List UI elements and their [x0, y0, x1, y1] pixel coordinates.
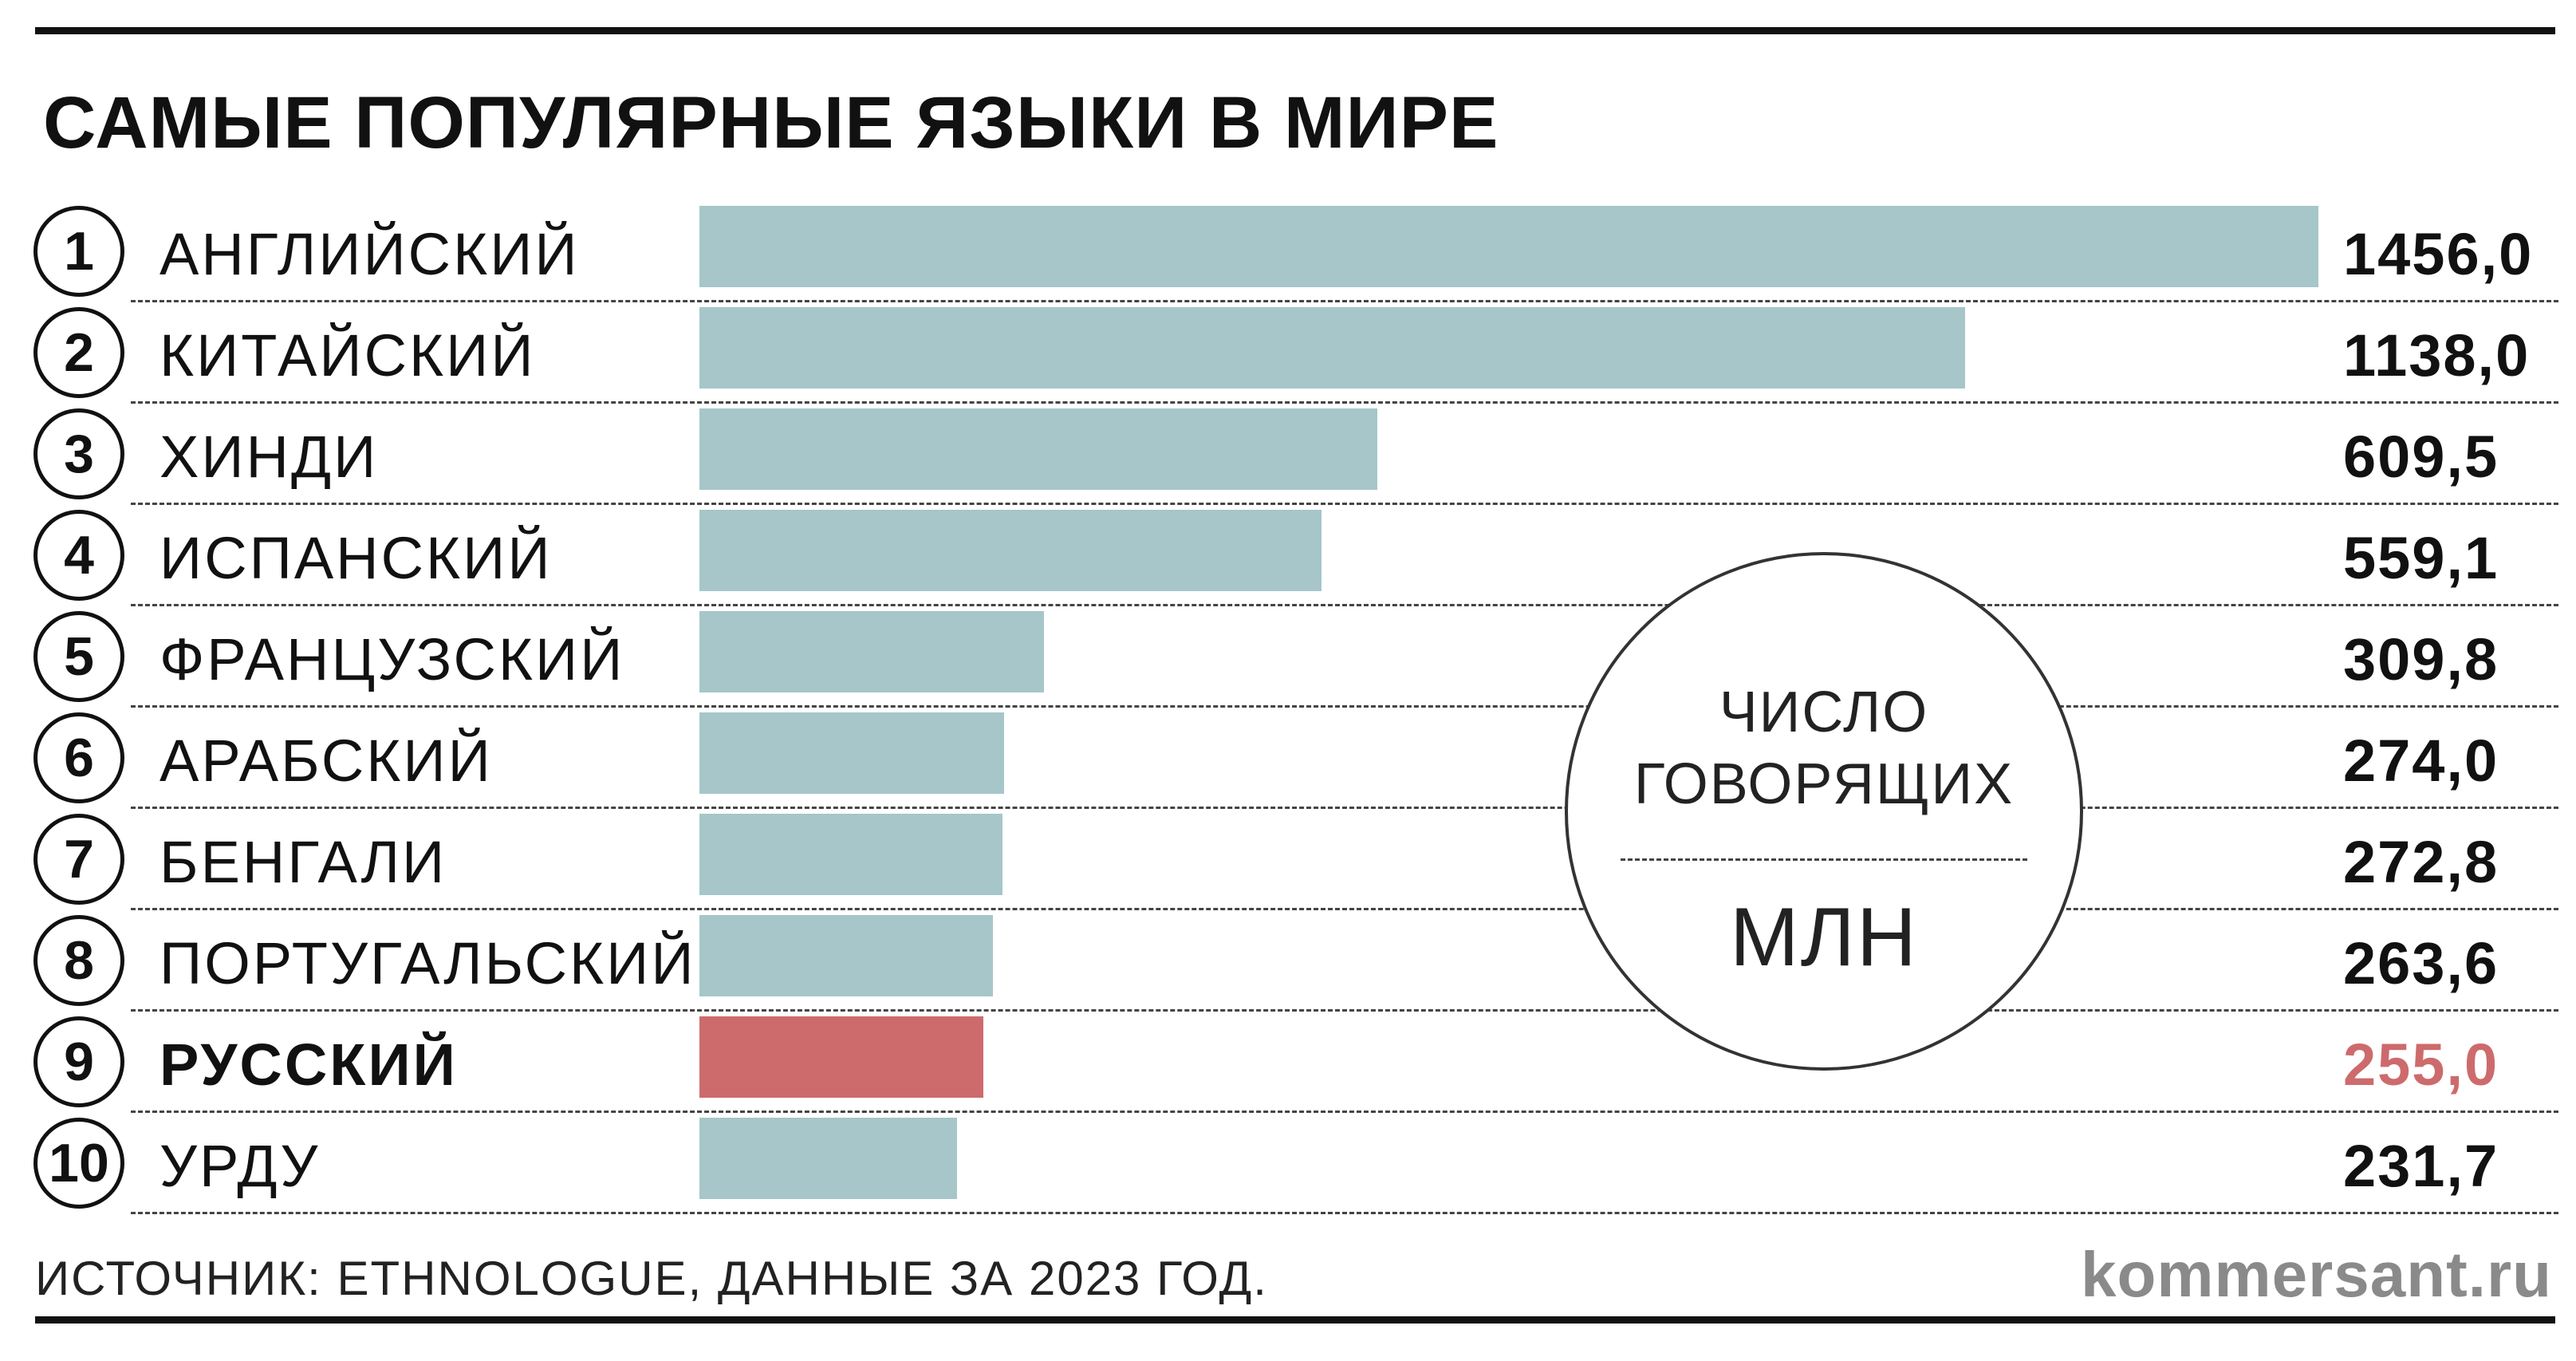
bar — [699, 915, 993, 996]
bar-row: 3 ХИНДИ 609,5 — [0, 407, 2576, 507]
unit-badge: ЧИСЛО ГОВОРЯЩИХ МЛН — [1565, 552, 2083, 1071]
category-label: КИТАЙСКИЙ — [160, 322, 536, 389]
bar — [699, 307, 1965, 389]
chart-title: САМЫЕ ПОПУЛЯРНЫЕ ЯЗЫКИ В МИРЕ — [43, 82, 1499, 164]
rank-badge: 6 — [33, 712, 124, 803]
bar — [699, 1016, 983, 1098]
bar — [699, 510, 1321, 591]
row-separator — [131, 1009, 2558, 1012]
value-label: 231,7 — [2343, 1133, 2499, 1199]
bar-row: 9 РУССКИЙ 255,0 — [0, 1015, 2576, 1115]
value-label: 274,0 — [2343, 728, 2499, 794]
row-separator — [131, 503, 2558, 505]
row-separator — [131, 807, 2558, 809]
value-label: 263,6 — [2343, 930, 2499, 996]
rank-badge: 10 — [33, 1118, 124, 1209]
category-label: АРАБСКИЙ — [160, 728, 493, 794]
rank-badge: 1 — [33, 206, 124, 297]
category-label: ИСПАНСКИЙ — [160, 525, 553, 591]
site-credit: kommersant.ru — [2081, 1239, 2552, 1310]
badge-unit: МЛН — [1730, 891, 1918, 984]
bar-row: 2 КИТАЙСКИЙ 1138,0 — [0, 306, 2576, 406]
bar-row: 8 ПОРТУГАЛЬСКИЙ 263,6 — [0, 913, 2576, 1014]
top-rule — [35, 27, 2555, 34]
row-separator — [131, 401, 2558, 404]
bar — [699, 814, 1002, 895]
value-label: 1138,0 — [2343, 322, 2531, 389]
badge-caption-line2: ГОВОРЯЩИХ — [1633, 752, 2015, 816]
category-label: РУССКИЙ — [160, 1032, 458, 1098]
bar-row: 1 АНГЛИЙСКИЙ 1456,0 — [0, 204, 2576, 305]
category-label: АНГЛИЙСКИЙ — [160, 221, 580, 287]
value-label: 609,5 — [2343, 424, 2499, 490]
rank-badge: 4 — [33, 510, 124, 601]
category-label: ХИНДИ — [160, 424, 379, 490]
bar — [699, 1118, 957, 1199]
value-label: 559,1 — [2343, 525, 2499, 591]
rank-badge: 3 — [33, 408, 124, 499]
bar-row: 6 АРАБСКИЙ 274,0 — [0, 711, 2576, 811]
bar-row: 7 БЕНГАЛИ 272,8 — [0, 812, 2576, 913]
category-label: ПОРТУГАЛЬСКИЙ — [160, 930, 696, 996]
bottom-rule — [35, 1316, 2555, 1324]
rank-badge: 5 — [33, 611, 124, 702]
bar — [699, 712, 1004, 794]
rank-badge: 2 — [33, 307, 124, 398]
badge-divider — [1621, 858, 2027, 861]
value-label: 309,8 — [2343, 626, 2499, 692]
row-separator — [131, 705, 2558, 708]
row-separator — [131, 1212, 2558, 1214]
value-label: 1456,0 — [2343, 221, 2534, 287]
rank-badge: 9 — [33, 1016, 124, 1107]
source-note: ИСТОЧНИК: ETHNOLOGUE, ДАННЫЕ ЗА 2023 ГОД… — [35, 1252, 1268, 1305]
bar — [699, 206, 2318, 287]
category-label: УРДУ — [160, 1133, 321, 1199]
value-label: 272,8 — [2343, 829, 2499, 895]
bar-row: 5 ФРАНЦУЗСКИЙ 309,8 — [0, 609, 2576, 710]
category-label: БЕНГАЛИ — [160, 829, 447, 895]
category-label: ФРАНЦУЗСКИЙ — [160, 626, 625, 692]
badge-caption: ЧИСЛО ГОВОРЯЩИХ — [1568, 677, 2080, 820]
bar-row: 10 УРДУ 231,7 — [0, 1116, 2576, 1217]
row-separator — [131, 908, 2558, 910]
badge-caption-line1: ЧИСЛО — [1719, 680, 1929, 744]
row-separator — [131, 300, 2558, 302]
bar — [699, 408, 1377, 490]
rank-badge: 7 — [33, 814, 124, 905]
bar — [699, 611, 1044, 692]
value-label: 255,0 — [2343, 1032, 2499, 1098]
bar-row: 4 ИСПАНСКИЙ 559,1 — [0, 508, 2576, 609]
row-separator — [131, 604, 2558, 606]
row-separator — [131, 1110, 2558, 1113]
rank-badge: 8 — [33, 915, 124, 1006]
